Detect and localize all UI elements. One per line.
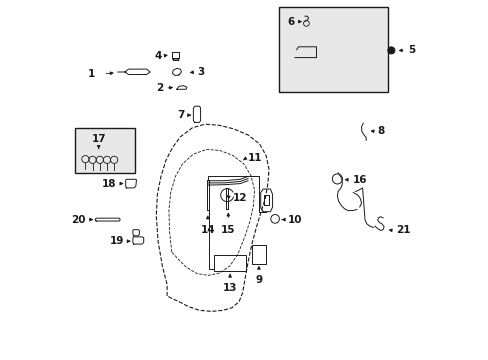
Text: 6: 6 bbox=[287, 17, 294, 27]
Text: 17: 17 bbox=[91, 134, 106, 144]
Text: 5: 5 bbox=[407, 45, 415, 55]
Text: 7: 7 bbox=[177, 110, 185, 120]
Text: 9: 9 bbox=[255, 275, 262, 285]
Circle shape bbox=[387, 47, 394, 54]
Text: 21: 21 bbox=[395, 225, 409, 235]
Text: 20: 20 bbox=[71, 215, 86, 225]
Text: 11: 11 bbox=[247, 153, 262, 163]
Text: 19: 19 bbox=[109, 236, 123, 246]
Text: 12: 12 bbox=[232, 193, 247, 203]
Text: 13: 13 bbox=[223, 283, 237, 293]
Text: 10: 10 bbox=[287, 215, 302, 225]
Bar bbox=[75, 128, 134, 173]
Text: 2: 2 bbox=[156, 83, 163, 93]
Bar bbox=[278, 7, 387, 92]
Text: 18: 18 bbox=[102, 179, 117, 189]
Text: 3: 3 bbox=[197, 67, 204, 77]
Text: 14: 14 bbox=[200, 225, 215, 235]
Text: 8: 8 bbox=[377, 126, 384, 136]
Text: 1: 1 bbox=[88, 69, 95, 79]
Bar bbox=[213, 255, 246, 271]
Text: 15: 15 bbox=[221, 225, 235, 235]
Text: 4: 4 bbox=[154, 51, 162, 61]
Text: 16: 16 bbox=[352, 175, 366, 185]
